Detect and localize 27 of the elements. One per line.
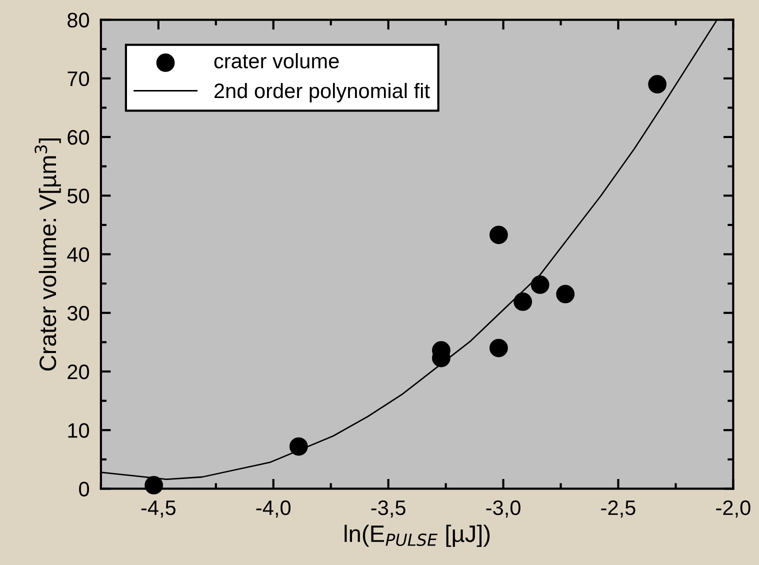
point (648, 75, 667, 94)
x-tick-label: -4,5 (141, 500, 176, 518)
x-tick-label: -4,0 (256, 500, 291, 518)
legend-label: 2nd order polynomial fit (214, 82, 430, 102)
x-tick-label: -3,5 (371, 500, 406, 518)
y-tick-label: 10 (68, 423, 90, 438)
y-tick-label: 0 (79, 482, 90, 496)
point (489, 338, 508, 358)
y-tick-label: 20 (68, 364, 90, 380)
y-tick-label: 70 (68, 71, 90, 86)
point (289, 437, 308, 456)
point (144, 476, 164, 494)
point (530, 276, 550, 294)
y-axis-title: Crater volume: V[µm$^{3}$] (34, 138, 61, 371)
point (514, 292, 532, 311)
y-tick-label: 40 (67, 247, 90, 262)
y-tick-label: 80 (68, 12, 90, 28)
y-tick-label: 50 (68, 188, 90, 204)
legend-label: crater volume (214, 53, 339, 68)
x-tick-label: -2,5 (601, 500, 636, 518)
point (489, 226, 508, 244)
y-tick-label: 30 (67, 306, 90, 321)
point (556, 284, 575, 304)
y-tick-label: 60 (68, 130, 90, 145)
x-tick-label: -2,0 (716, 500, 750, 518)
x-axis-title: ln(E$_{PULSE}$ [µJ]) (344, 524, 490, 547)
x-tick-label: -3,0 (486, 500, 520, 518)
